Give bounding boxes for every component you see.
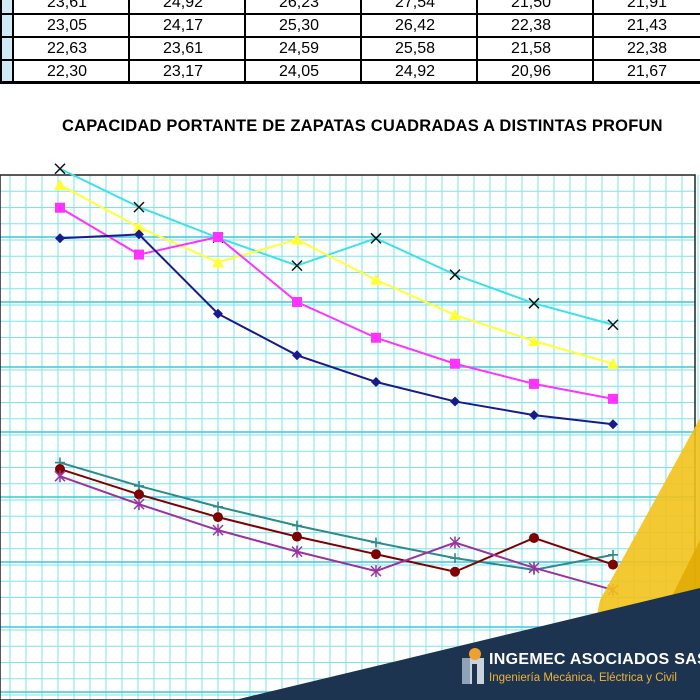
series-line bbox=[59, 475, 614, 591]
data-point-marker bbox=[607, 357, 619, 369]
table-row: 23,61 24,92 26,23 27,54 21,50 21,91 bbox=[0, 0, 700, 15]
data-point-marker bbox=[133, 201, 145, 213]
data-point-marker bbox=[450, 396, 460, 407]
table-cell: 21,50 bbox=[476, 0, 594, 15]
table-cell: 27,54 bbox=[360, 0, 478, 15]
table-cell: 22,38 bbox=[592, 36, 700, 61]
series-line bbox=[59, 167, 614, 326]
data-point-marker bbox=[292, 520, 302, 531]
chart-title: CAPACIDAD PORTANTE DE ZAPATAS CUADRADAS … bbox=[62, 117, 663, 135]
series-line bbox=[59, 461, 614, 571]
data-point-marker bbox=[449, 269, 461, 281]
table-cell: 25,58 bbox=[360, 36, 478, 61]
data-point-marker bbox=[54, 163, 66, 175]
data-point-marker bbox=[213, 501, 223, 512]
data-point-marker bbox=[608, 393, 618, 404]
table-row-header-cell bbox=[0, 59, 14, 84]
table-cell: 22,63 bbox=[12, 36, 130, 61]
data-point-marker bbox=[529, 532, 539, 543]
table-cell: 21,58 bbox=[476, 36, 594, 61]
data-point-marker bbox=[133, 221, 145, 233]
data-point-marker bbox=[54, 179, 66, 190]
table-cell: 24,92 bbox=[128, 0, 246, 15]
data-point-marker bbox=[371, 549, 381, 560]
data-point-marker bbox=[370, 273, 382, 285]
data-point-marker bbox=[134, 480, 144, 491]
data-point-marker bbox=[370, 565, 382, 578]
data-point-marker bbox=[449, 309, 461, 320]
data-point-marker bbox=[528, 297, 540, 309]
company-tagline: Ingeniería Mecánica, Eléctrica y Civil bbox=[489, 672, 677, 684]
series-line bbox=[59, 206, 614, 400]
data-point-marker bbox=[450, 358, 460, 369]
data-point-marker bbox=[291, 233, 303, 245]
table-row-header-cell bbox=[0, 13, 14, 38]
table-cell: 21,43 bbox=[592, 13, 700, 38]
data-point-marker bbox=[292, 531, 302, 542]
series-line bbox=[59, 468, 614, 573]
table-row-header-cell bbox=[0, 0, 14, 15]
data-point-marker bbox=[371, 376, 381, 387]
table-row-header-cell bbox=[0, 36, 14, 61]
table-cell: 23,61 bbox=[12, 0, 130, 15]
data-point-marker bbox=[55, 233, 65, 244]
table-cell: 22,38 bbox=[476, 13, 594, 38]
data-point-marker bbox=[528, 335, 540, 346]
table-cell: 24,59 bbox=[244, 36, 362, 61]
data-point-marker bbox=[212, 524, 224, 537]
data-point-marker bbox=[371, 537, 381, 548]
data-point-marker bbox=[529, 410, 539, 421]
table-cell: 23,17 bbox=[128, 59, 246, 84]
data-point-marker bbox=[213, 512, 223, 523]
data-point-marker bbox=[55, 464, 65, 475]
plot-area-background bbox=[0, 175, 700, 700]
data-point-marker bbox=[291, 260, 303, 272]
table-cell: 24,92 bbox=[360, 59, 478, 84]
data-point-marker bbox=[212, 256, 224, 268]
series-line bbox=[59, 233, 614, 426]
data-point-marker bbox=[134, 249, 144, 260]
data-point-marker bbox=[291, 545, 303, 558]
table-cell: 23,05 bbox=[12, 13, 130, 38]
table-cell: 24,17 bbox=[128, 13, 246, 38]
table-cell: 26,42 bbox=[360, 13, 478, 38]
data-point-marker bbox=[608, 559, 618, 570]
data-point-marker bbox=[134, 229, 144, 240]
table-row: 22,63 23,61 24,59 25,58 21,58 22,38 bbox=[0, 36, 700, 61]
data-point-marker bbox=[133, 498, 145, 511]
data-point-marker bbox=[449, 536, 461, 549]
data-point-marker bbox=[607, 319, 619, 331]
company-name: INGEMEC ASOCIADOS SAS bbox=[489, 651, 700, 668]
series-line bbox=[59, 184, 614, 365]
table-bottom-border bbox=[0, 81, 700, 84]
data-point-marker bbox=[54, 470, 66, 483]
data-point-marker bbox=[292, 297, 302, 307]
data-point-marker bbox=[292, 350, 302, 361]
series-1 bbox=[54, 163, 619, 331]
data-point-marker bbox=[213, 232, 223, 242]
data-point-marker bbox=[450, 566, 460, 577]
data-point-marker bbox=[213, 308, 223, 319]
table-cell: 23,61 bbox=[128, 36, 246, 61]
data-point-marker bbox=[55, 202, 65, 213]
series-2 bbox=[54, 179, 619, 369]
data-point-marker bbox=[450, 553, 460, 564]
table-cell: 26,23 bbox=[244, 0, 362, 15]
table-cell: 25,30 bbox=[244, 13, 362, 38]
data-point-marker bbox=[529, 378, 539, 389]
data-point-marker bbox=[371, 332, 381, 343]
data-point-marker bbox=[370, 232, 382, 244]
table-row: 23,05 24,17 25,30 26,42 22,38 21,43 bbox=[0, 13, 700, 38]
table-cell: 21,91 bbox=[592, 0, 700, 15]
data-point-marker bbox=[134, 489, 144, 500]
company-logo bbox=[462, 648, 484, 684]
data-point-marker bbox=[528, 561, 540, 574]
series-3 bbox=[55, 202, 618, 404]
chart-series bbox=[54, 163, 619, 596]
